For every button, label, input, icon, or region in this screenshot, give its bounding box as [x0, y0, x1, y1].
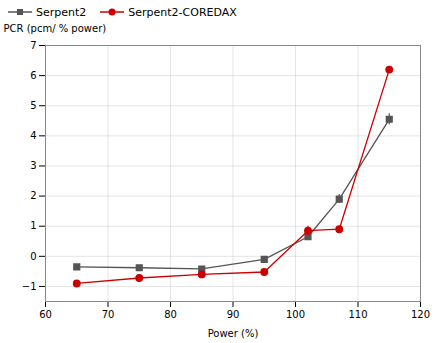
svg-text:2: 2 [30, 190, 36, 201]
svg-text:70: 70 [102, 309, 115, 320]
svg-text:60: 60 [39, 309, 52, 320]
svg-text:4: 4 [30, 130, 36, 141]
svg-text:90: 90 [227, 309, 240, 320]
svg-text:−1: −1 [22, 281, 37, 292]
svg-text:110: 110 [348, 309, 367, 320]
svg-text:7: 7 [30, 40, 36, 51]
html-text:Serpent2: Serpent2 [36, 5, 87, 19]
svg-text:PCR (pcm/ % power): PCR (pcm/ % power) [4, 23, 107, 34]
svg-text:1: 1 [30, 220, 36, 231]
svg-text:80: 80 [164, 309, 177, 320]
svg-text:100: 100 [286, 309, 305, 320]
html-text:Serpent2-COREDAX: Serpent2-COREDAX [128, 5, 237, 19]
svg-text:Power (%): Power (%) [208, 328, 259, 339]
svg-text:6: 6 [30, 70, 36, 81]
svg-text:3: 3 [30, 160, 36, 171]
svg-text:120: 120 [411, 309, 430, 320]
svg-text:0: 0 [30, 251, 36, 262]
svg-text:5: 5 [30, 100, 36, 111]
